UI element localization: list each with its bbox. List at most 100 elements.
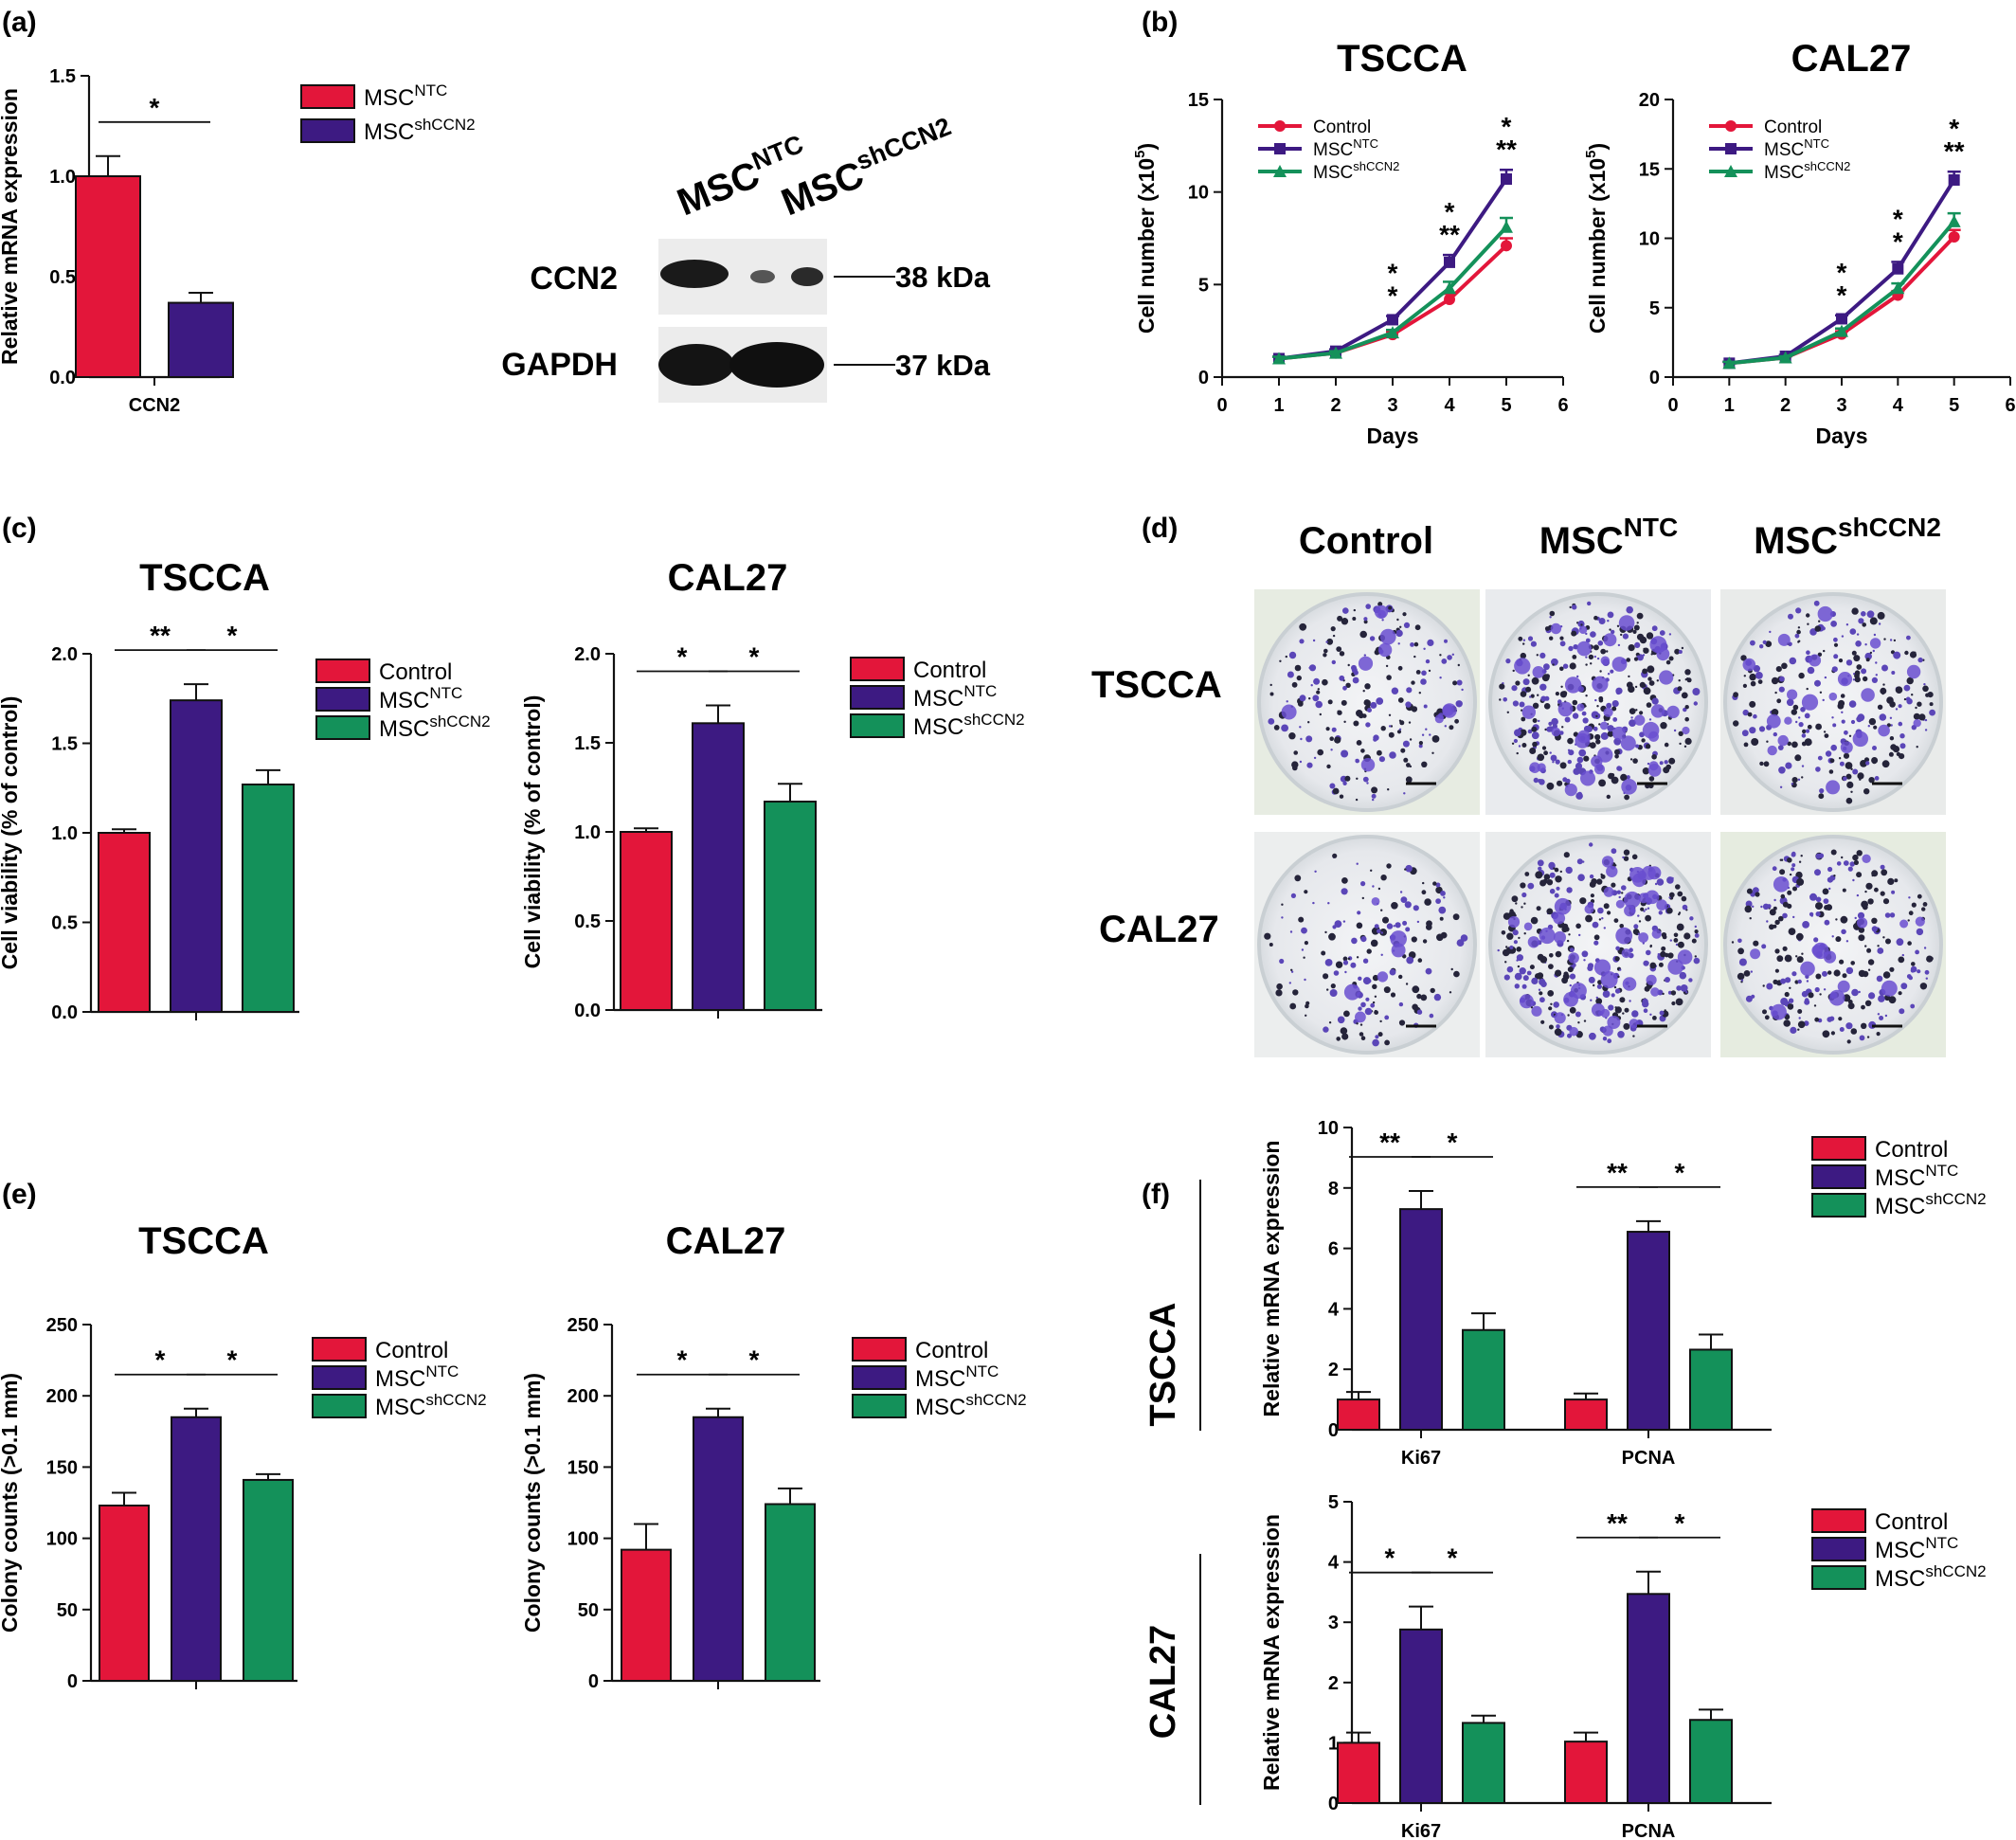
colony-dot [1596, 983, 1602, 989]
colony-dot [1646, 632, 1654, 640]
colony-dot [1787, 857, 1792, 863]
colony-dot [1743, 675, 1747, 677]
colony-dot [1566, 939, 1570, 943]
significance-label: ** [1607, 1158, 1628, 1187]
colony-dot [1662, 934, 1667, 940]
colony-dot [1804, 998, 1809, 1002]
colony-dot [1371, 897, 1380, 906]
colony-dot [1398, 728, 1402, 731]
colony-dot [1541, 674, 1550, 682]
x-tick-label: 4 [1893, 395, 1904, 416]
colony-dot [1374, 995, 1377, 999]
colony-dot [1760, 905, 1763, 909]
colony-dot [1884, 912, 1891, 918]
colony-dot [1647, 907, 1650, 910]
colony-dot [1839, 959, 1845, 965]
colony-dot [1611, 848, 1617, 855]
significance-label: ** [1944, 136, 1965, 166]
x-tick-label: Ki67 [1401, 1821, 1441, 1840]
colony-dot [1511, 742, 1515, 745]
colony-dot [1372, 1038, 1379, 1047]
colony-dot [1913, 713, 1920, 720]
colony-dot [1356, 740, 1362, 746]
colony-dot [1828, 989, 1845, 1006]
colony-dot [1846, 781, 1854, 789]
colony-dot [1822, 888, 1829, 895]
legend-swatch [852, 1337, 907, 1362]
colony-dot [1646, 974, 1657, 985]
colony-dot [1552, 663, 1555, 666]
y-tick-label: 0 [588, 1671, 599, 1692]
colony-dot [1342, 781, 1347, 785]
colony-dot [1875, 674, 1879, 676]
colony-dot [1851, 988, 1859, 997]
colony-dot [1850, 767, 1853, 770]
colony-dot [1539, 991, 1543, 996]
colony-dot [1906, 635, 1911, 640]
f-row-label-tscca: TSCCA [1143, 1303, 1183, 1427]
colony-dot [1866, 610, 1875, 619]
colony-dot [1374, 1010, 1378, 1015]
colony-dot [1598, 779, 1606, 787]
colony-dot [1677, 686, 1683, 692]
colony-dot [1845, 773, 1852, 780]
colony-dot [1378, 756, 1385, 763]
colony-dot [1647, 762, 1650, 766]
colony-dot [1814, 625, 1822, 632]
colony-dot [1877, 704, 1883, 710]
colony-dot [1517, 965, 1521, 968]
colony-dot [1613, 985, 1617, 989]
bar [620, 831, 673, 1011]
colony-dot [1364, 683, 1371, 690]
colony-dot [1801, 952, 1804, 955]
colony-dot [1639, 711, 1644, 715]
colony-dot [1815, 723, 1822, 731]
colony-dot [1879, 713, 1887, 721]
colony-dot [1279, 659, 1282, 662]
colony-dot [1312, 695, 1320, 702]
colony-dot [1372, 1001, 1376, 1004]
colony-dot [1308, 666, 1311, 670]
colony-dot [1659, 1010, 1665, 1016]
colony-dot [1673, 938, 1679, 943]
legend-swatch [312, 1337, 367, 1362]
colony-dot [1323, 973, 1329, 980]
colony-dot [1650, 704, 1665, 718]
colony-dot [1623, 849, 1630, 856]
colony-dot [1856, 872, 1863, 878]
colony-dot [1386, 675, 1392, 680]
colony-dot [1344, 775, 1351, 782]
colony-dot [1607, 611, 1614, 619]
significance-label: * [227, 621, 238, 650]
colony-dot [1548, 964, 1554, 969]
colony-dot [1791, 783, 1794, 785]
colony-dot [1559, 666, 1564, 672]
colony-dot [1833, 654, 1839, 659]
colony-dot [1356, 777, 1359, 780]
legend-swatch [300, 118, 355, 143]
colony-dot [1889, 701, 1896, 708]
colony-dot [1600, 731, 1609, 740]
colony-dot [1540, 1019, 1545, 1024]
colony-dot [1764, 1015, 1770, 1020]
colony-dot [1837, 980, 1850, 993]
colony-dot [1678, 679, 1681, 682]
colony-dot [1677, 941, 1684, 948]
colony-dot [1877, 947, 1884, 954]
colony-dot [1866, 1036, 1870, 1038]
colony-dot [1555, 875, 1562, 883]
colony-dot [1499, 698, 1502, 701]
colony-dot [1575, 923, 1581, 929]
colony-dot [1530, 1006, 1534, 1009]
colony-dot [1444, 725, 1448, 728]
legend-label: Control [1313, 117, 1371, 137]
colony-dot [1566, 887, 1573, 893]
colony-dot [1924, 718, 1928, 722]
colony-dot [1775, 666, 1782, 673]
colony-dot [1330, 749, 1333, 751]
colony-col-label-ntc: MSCNTC [1539, 513, 1678, 562]
colony-dot [1856, 633, 1860, 636]
blot-lane-label-shccn2: MSCshCCN2 [774, 112, 962, 224]
colony-dot [1858, 990, 1861, 994]
